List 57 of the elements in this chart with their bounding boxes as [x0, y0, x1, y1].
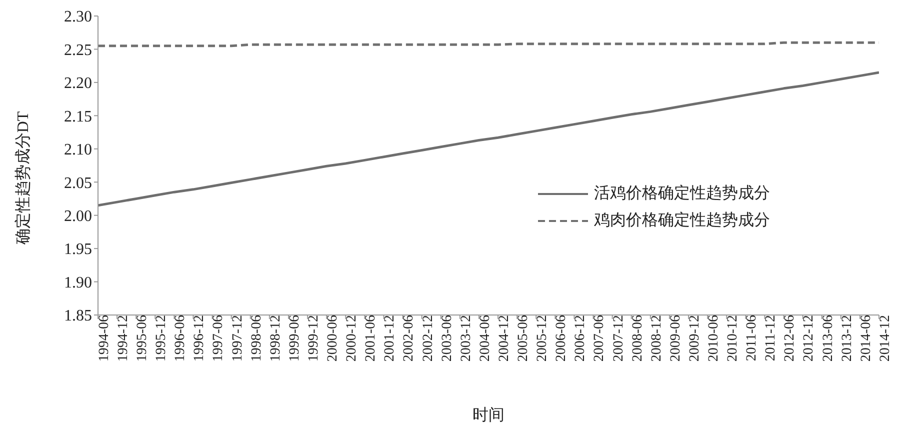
- legend-label: 活鸡价格确定性趋势成分: [594, 184, 770, 204]
- x-axis-title: 时间: [472, 406, 504, 424]
- x-tick-label: 2001-12: [382, 315, 398, 362]
- x-tick-label: 2012-12: [802, 315, 817, 362]
- x-tick-label: 2003-06: [440, 315, 455, 362]
- x-tick-label: 1997-06: [211, 315, 226, 362]
- x-tick-label: 2006-06: [554, 315, 570, 362]
- x-tick-label: 2007-06: [592, 315, 608, 362]
- x-tick-label: 2011-12: [764, 315, 779, 362]
- x-tick-label: 2005-12: [535, 315, 550, 362]
- line-series: [98, 71, 879, 207]
- x-tick-label: 2010-12: [726, 315, 741, 362]
- x-tick-label: 1996-06: [173, 315, 188, 362]
- x-tick-label: 2013-06: [820, 315, 836, 362]
- x-tick-label: 2009-06: [668, 315, 684, 362]
- x-tick-label: 2005-06: [516, 315, 532, 362]
- x-tick-label: 2009-12: [687, 315, 702, 362]
- x-tick-label: 1999-12: [306, 315, 322, 362]
- x-tick-label: 2004-12: [496, 315, 512, 362]
- x-tick-label: 2002-12: [420, 315, 436, 362]
- x-tick-label: 2000-06: [326, 315, 341, 362]
- x-tick-label: 2010-06: [706, 315, 722, 362]
- x-tick-label: 2012-06: [782, 315, 798, 362]
- x-tick-label: 1994-06: [96, 315, 112, 362]
- y-tick-label: 1.90: [64, 274, 92, 292]
- y-axis-title: 确定性趋势成分DT: [14, 111, 32, 246]
- x-tick-label: 2008-06: [630, 315, 646, 362]
- x-tick-label: 2006-12: [573, 315, 588, 362]
- x-tick-label: 1995-06: [135, 315, 150, 362]
- x-tick-label: 1999-06: [287, 315, 302, 362]
- y-tick-label: 1.85: [64, 308, 92, 325]
- x-tick-label: 1997-12: [230, 315, 246, 362]
- y-tick-label: 2.20: [64, 75, 92, 92]
- x-tick-label: 2000-12: [344, 315, 360, 362]
- x-tick-label: 1998-06: [249, 315, 264, 362]
- x-tick-label: 2002-06: [402, 315, 417, 362]
- x-tick-label: 1996-12: [192, 315, 208, 362]
- y-tick-label: 2.15: [64, 108, 92, 126]
- x-tick-label: 2014-06: [858, 315, 874, 362]
- x-tick-label: 2001-06: [364, 315, 379, 362]
- legend-label: 鸡肉价格确定性趋势成分: [594, 210, 770, 231]
- y-tick-label: 1.95: [64, 241, 92, 258]
- x-tick-label: 1998-12: [268, 315, 284, 362]
- x-tick-label: 2011-06: [744, 315, 760, 362]
- y-tick-label: 2.25: [64, 42, 92, 59]
- x-tick-label: 2007-12: [611, 315, 626, 362]
- x-tick-label: 1995-12: [154, 315, 170, 362]
- y-tick-label: 2.00: [64, 208, 92, 226]
- x-tick-label: 1994-12: [116, 315, 131, 362]
- x-tick-label: 2014-12: [878, 315, 893, 362]
- x-tick-label: 2003-12: [458, 315, 474, 362]
- y-tick-label: 2.30: [64, 8, 92, 26]
- x-tick-label: 2004-06: [478, 315, 493, 362]
- y-tick-label: 2.10: [64, 142, 92, 159]
- y-tick-label: 2.05: [64, 174, 92, 192]
- x-tick-label: 2008-12: [649, 315, 664, 362]
- x-tick-label: 2013-12: [840, 315, 855, 362]
